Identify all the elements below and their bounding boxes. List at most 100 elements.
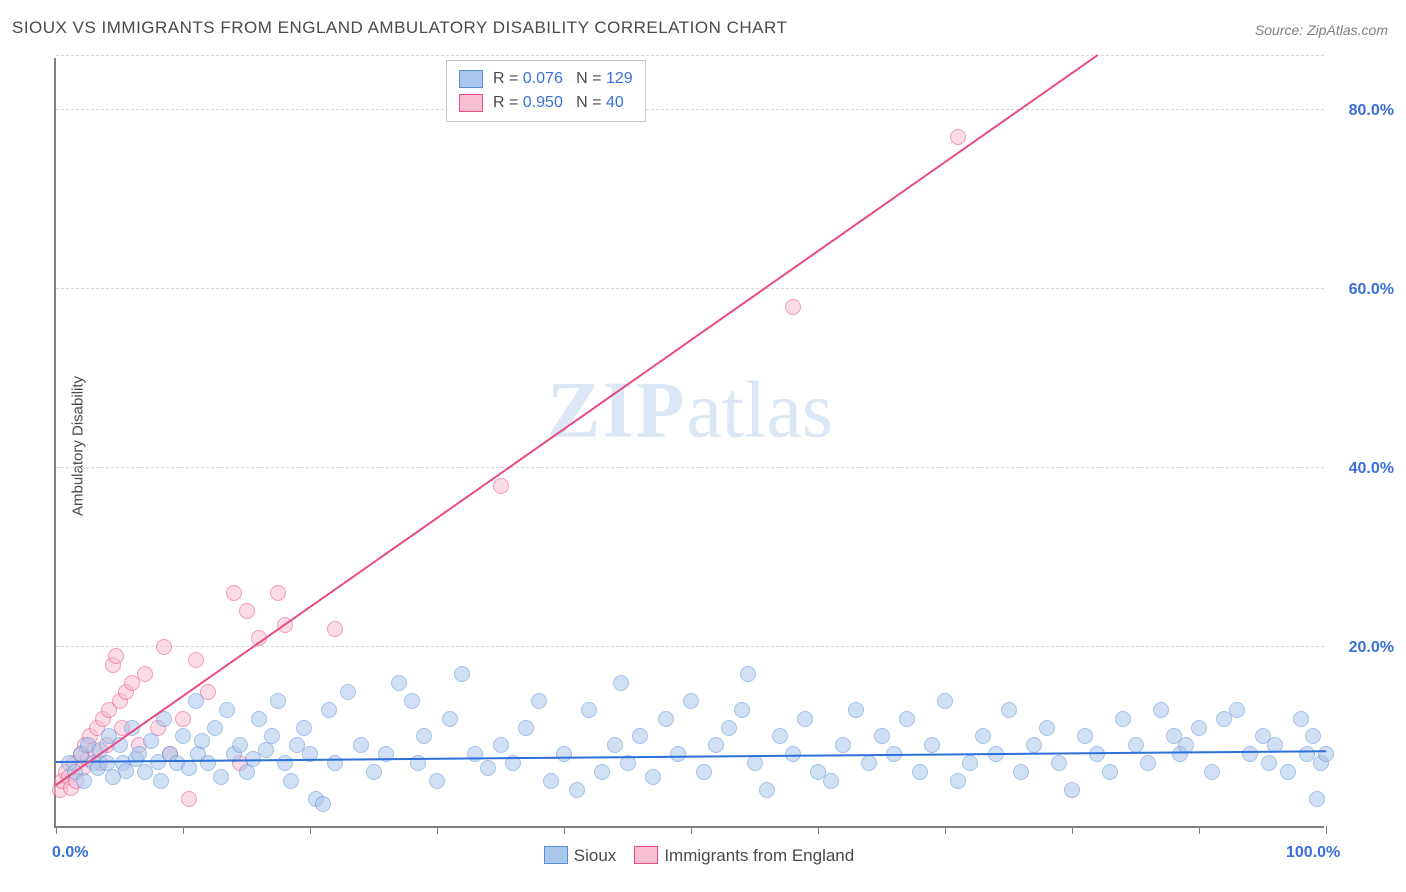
data-point — [219, 702, 235, 718]
data-point — [683, 693, 699, 709]
data-point — [937, 693, 953, 709]
data-point — [200, 755, 216, 771]
data-point — [645, 769, 661, 785]
data-point — [531, 693, 547, 709]
data-point — [835, 737, 851, 753]
data-point — [1001, 702, 1017, 718]
legend-series-label: Sioux — [574, 846, 617, 865]
data-point — [429, 773, 445, 789]
data-point — [594, 764, 610, 780]
data-point — [467, 746, 483, 762]
data-point — [239, 603, 255, 619]
data-point — [734, 702, 750, 718]
data-point — [181, 791, 197, 807]
x-tick — [1326, 826, 1327, 834]
data-point — [569, 782, 585, 798]
data-point — [1089, 746, 1105, 762]
data-point — [1153, 702, 1169, 718]
legend-stat-text: R = 0.950 N = 40 — [493, 91, 624, 115]
data-point — [874, 728, 890, 744]
data-point — [1293, 711, 1309, 727]
data-point — [747, 755, 763, 771]
data-point — [493, 737, 509, 753]
x-tick — [183, 826, 184, 834]
data-point — [327, 621, 343, 637]
data-point — [153, 773, 169, 789]
data-point — [1318, 746, 1334, 762]
scatter-plot-area: ZIPatlas SiouxImmigrants from England 20… — [54, 58, 1324, 828]
data-point — [442, 711, 458, 727]
gridline — [56, 55, 1324, 56]
data-point — [823, 773, 839, 789]
data-point — [76, 773, 92, 789]
data-point — [613, 675, 629, 691]
data-point — [1309, 791, 1325, 807]
legend-swatch — [459, 94, 483, 112]
data-point — [1204, 764, 1220, 780]
data-point — [296, 720, 312, 736]
x-tick — [691, 826, 692, 834]
data-point — [188, 693, 204, 709]
legend-swatch — [544, 846, 568, 864]
data-point — [213, 769, 229, 785]
data-point — [1115, 711, 1131, 727]
data-point — [404, 693, 420, 709]
data-point — [108, 648, 124, 664]
gridline — [56, 288, 1324, 289]
data-point — [975, 728, 991, 744]
trend-line — [55, 54, 1098, 785]
data-point — [493, 478, 509, 494]
chart-title: SIOUX VS IMMIGRANTS FROM ENGLAND AMBULAT… — [12, 18, 787, 38]
legend-stat-text: R = 0.076 N = 129 — [493, 67, 633, 91]
data-point — [632, 728, 648, 744]
data-point — [251, 711, 267, 727]
data-point — [366, 764, 382, 780]
gridline — [56, 109, 1324, 110]
data-point — [721, 720, 737, 736]
legend-stats: R = 0.076 N = 129R = 0.950 N = 40 — [446, 60, 646, 122]
data-point — [670, 746, 686, 762]
data-point — [785, 299, 801, 315]
data-point — [861, 755, 877, 771]
data-point — [1261, 755, 1277, 771]
data-point — [848, 702, 864, 718]
legend-series-label: Immigrants from England — [664, 846, 854, 865]
y-tick-label: 20.0% — [1349, 639, 1394, 657]
data-point — [518, 720, 534, 736]
data-point — [143, 733, 159, 749]
data-point — [556, 746, 572, 762]
x-tick-label: 100.0% — [1286, 844, 1340, 862]
x-tick — [818, 826, 819, 834]
data-point — [264, 728, 280, 744]
data-point — [1064, 782, 1080, 798]
data-point — [912, 764, 928, 780]
x-tick — [945, 826, 946, 834]
data-point — [137, 666, 153, 682]
data-point — [1039, 720, 1055, 736]
x-tick — [56, 826, 57, 834]
data-point — [188, 652, 204, 668]
gridline — [56, 467, 1324, 468]
data-point — [340, 684, 356, 700]
data-point — [1280, 764, 1296, 780]
data-point — [156, 639, 172, 655]
data-point — [658, 711, 674, 727]
data-point — [283, 773, 299, 789]
data-point — [797, 711, 813, 727]
y-tick-label: 40.0% — [1349, 460, 1394, 478]
data-point — [175, 728, 191, 744]
data-point — [759, 782, 775, 798]
data-point — [924, 737, 940, 753]
data-point — [950, 773, 966, 789]
data-point — [416, 728, 432, 744]
data-point — [277, 755, 293, 771]
data-point — [899, 711, 915, 727]
data-point — [1077, 728, 1093, 744]
data-point — [315, 796, 331, 812]
x-tick — [1072, 826, 1073, 834]
x-tick — [310, 826, 311, 834]
data-point — [321, 702, 337, 718]
y-tick-label: 80.0% — [1349, 102, 1394, 120]
legend-stats-row: R = 0.950 N = 40 — [459, 91, 633, 115]
data-point — [232, 737, 248, 753]
